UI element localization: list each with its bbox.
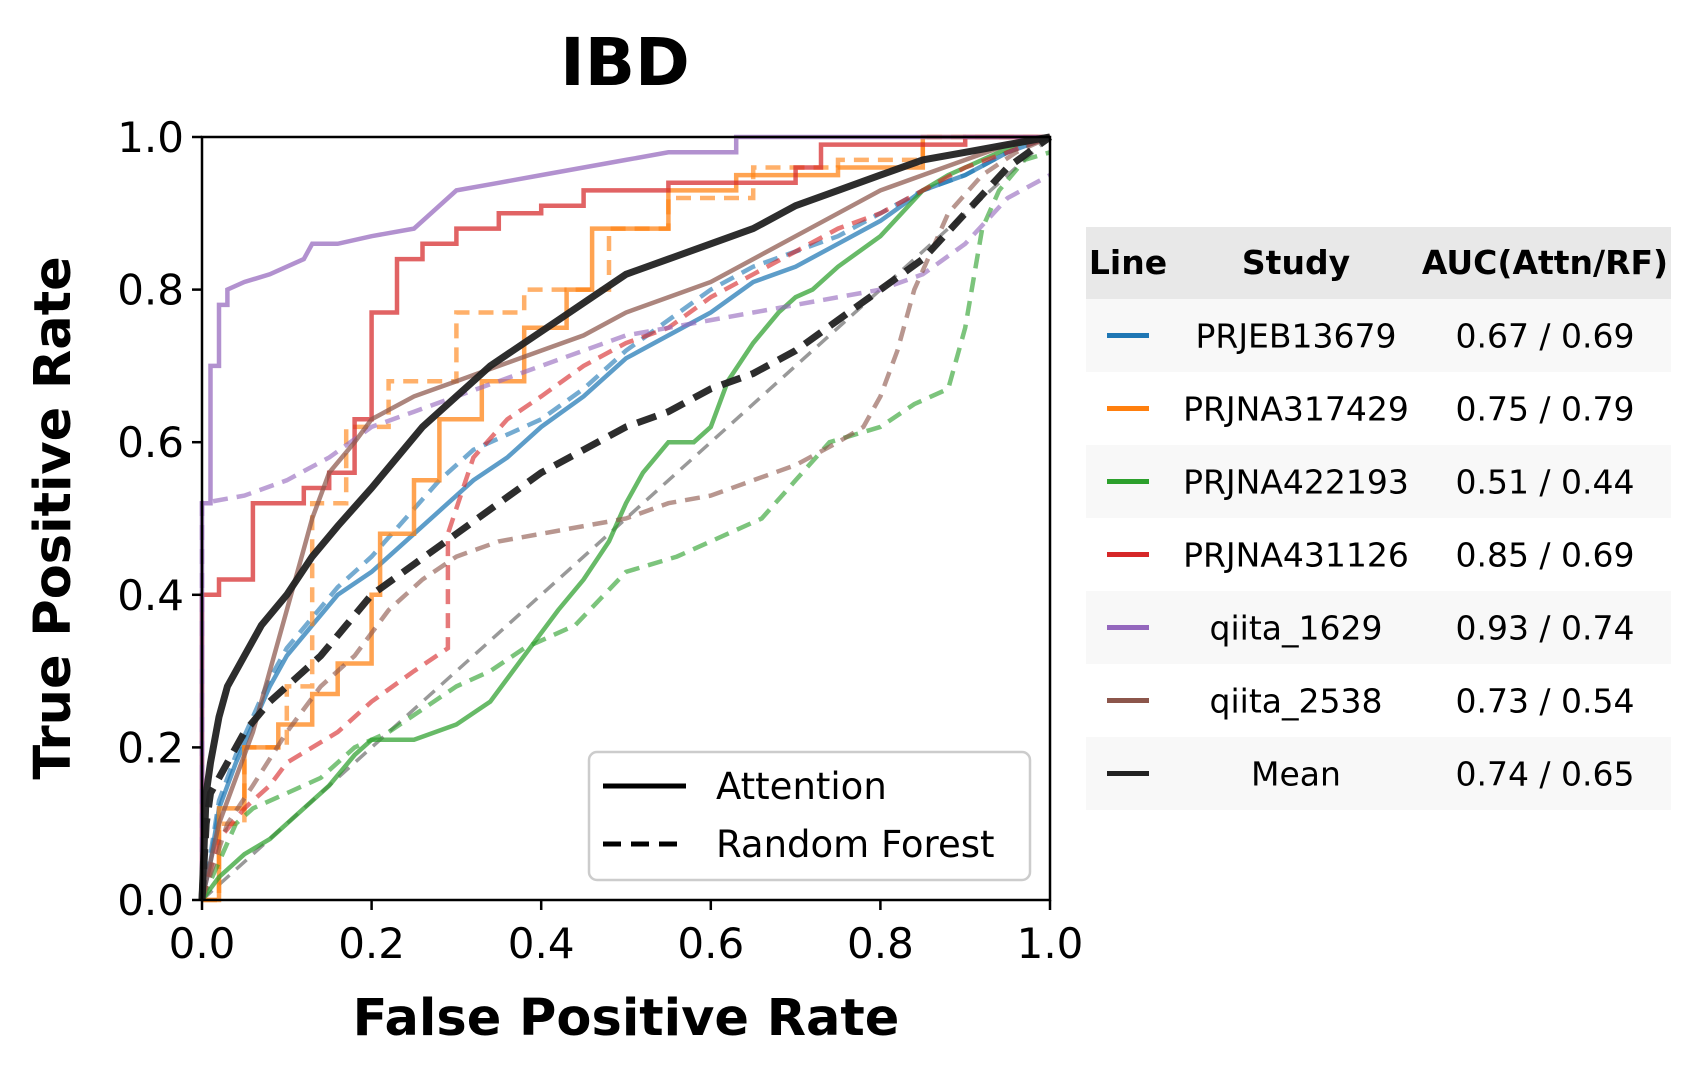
- x-axis-label: False Positive Rate: [353, 989, 900, 1048]
- table-row-study: qiita_1629: [1210, 609, 1383, 648]
- y-tick-label: 0.4: [117, 571, 184, 620]
- curve-mean-attention: [198, 133, 1051, 901]
- table-row: [1086, 299, 1671, 372]
- x-tick-label: 0.6: [677, 919, 744, 968]
- x-tick-label: 0.8: [847, 919, 914, 968]
- table-row-auc: 0.93 / 0.74: [1455, 609, 1634, 648]
- table-row-study: PRJNA317429: [1183, 390, 1409, 429]
- table-row-study: qiita_2538: [1210, 682, 1383, 721]
- curve-prjna422193-attention: [200, 134, 1051, 902]
- x-axis-ticks: 0.0 0.2 0.4 0.6 0.8 1.0: [169, 900, 1084, 968]
- axes-frame: [200, 135, 1052, 902]
- table-row-auc: 0.51 / 0.44: [1455, 463, 1634, 502]
- table-row: [1086, 737, 1671, 810]
- table-rows: PRJEB13679 0.67 / 0.69 PRJNA317429 0.75 / 0…: [1086, 299, 1671, 810]
- table-row-auc: 0.74 / 0.65: [1455, 755, 1634, 794]
- curve-prjna422193-random-forest: [199, 150, 1051, 901]
- chance-diagonal: [200, 135, 1052, 902]
- table-row: [1086, 664, 1671, 737]
- legend-box: [587, 750, 1032, 882]
- curve-qiita-2538-random-forest: [199, 134, 1051, 901]
- table-header-study: Study: [1242, 243, 1350, 282]
- y-axis-label: True Positive Rate: [24, 256, 83, 779]
- curve-prjna431126-attention: [199, 134, 1050, 900]
- table-row-auc: 0.75 / 0.79: [1455, 390, 1634, 429]
- curve-qiita-2538-attention: [199, 134, 1051, 901]
- curve-qiita-1629-attention: [199, 134, 1050, 900]
- table-row-auc: 0.73 / 0.54: [1455, 682, 1634, 721]
- y-tick-label: 1.0: [117, 113, 184, 162]
- table-row: [1086, 591, 1671, 664]
- y-tick-label: 0.0: [117, 876, 184, 925]
- legend-attention-label: Attention: [716, 765, 887, 808]
- x-tick-label: 0.2: [338, 919, 405, 968]
- curve-prjna431126-random-forest: [199, 134, 1051, 901]
- x-tick-label: 0.0: [169, 919, 236, 968]
- table-row-study: PRJNA422193: [1183, 463, 1409, 502]
- table-row: [1086, 445, 1671, 518]
- roc-curves: [198, 133, 1053, 903]
- table-row-study: Mean: [1251, 755, 1341, 794]
- table-row-auc: 0.85 / 0.69: [1455, 536, 1634, 575]
- x-tick-label: 0.4: [508, 919, 575, 968]
- table-row-study: PRJNA431126: [1183, 536, 1409, 575]
- y-tick-label: 0.8: [117, 266, 184, 315]
- table-row: [1086, 372, 1671, 445]
- y-tick-label: 0.6: [117, 418, 184, 467]
- curve-prjna317429-attention: [202, 134, 1050, 903]
- y-axis-ticks: 0.0 0.2 0.4 0.6 0.8 1.0: [117, 113, 202, 925]
- curve-qiita-1629-random-forest: [199, 173, 1052, 900]
- x-tick-label: 1.0: [1017, 919, 1084, 968]
- legend-random-forest-label: Random Forest: [716, 823, 995, 866]
- table-row: [1086, 518, 1671, 591]
- table-header-line: Line: [1089, 243, 1167, 282]
- chart-title: IBD: [560, 24, 690, 101]
- table-row-study: PRJEB13679: [1195, 317, 1396, 356]
- y-tick-label: 0.2: [117, 723, 184, 772]
- auc-table: Line Study AUC(Attn/RF) PRJEB13679 0.67 /…: [1086, 227, 1671, 810]
- table-row-auc: 0.67 / 0.69: [1455, 317, 1634, 356]
- legend: Attention Random Forest: [587, 750, 1032, 882]
- table-header-bg: [1086, 227, 1671, 299]
- table-header-auc: AUC(Attn/RF): [1422, 243, 1668, 282]
